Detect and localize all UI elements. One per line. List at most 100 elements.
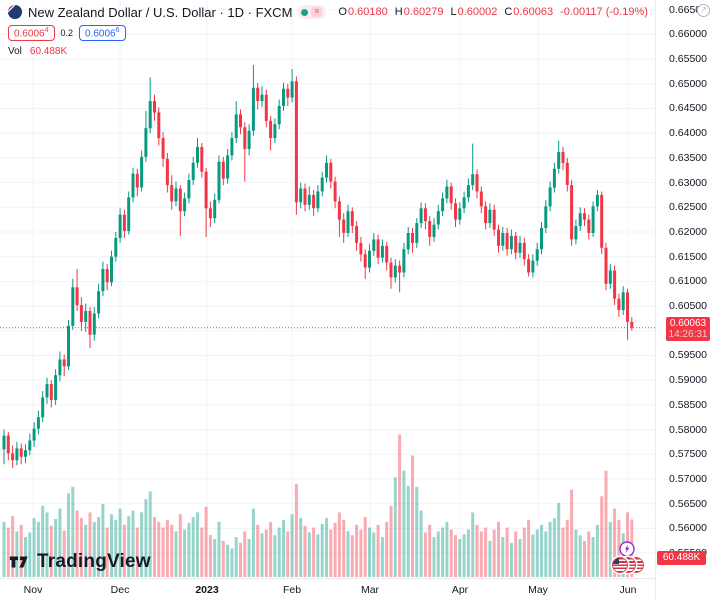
high-value: 0.60279 [403, 6, 444, 18]
candle-body [368, 250, 371, 268]
volume-bar [144, 499, 148, 577]
candle-body [527, 259, 531, 273]
volume-bar [243, 531, 247, 577]
candle-body [45, 384, 49, 398]
market-status-pill[interactable]: = [298, 5, 327, 19]
volume-bar [135, 527, 139, 577]
candle-body [428, 221, 432, 237]
volume-bar [28, 532, 32, 577]
buy-ask-button[interactable]: 0.60066 [79, 25, 126, 42]
volume-bar [475, 524, 479, 578]
volume-bar [574, 529, 578, 577]
current-price-badge: 0.60063 14:26:31 [666, 316, 710, 341]
volume-bar [140, 512, 144, 577]
volume-bar [595, 524, 599, 578]
candle-body [475, 174, 479, 192]
bid-price: 0.6006 [14, 28, 45, 40]
volume-bar [54, 519, 58, 577]
candle-body [518, 242, 522, 253]
candle-body [346, 211, 350, 233]
candle-body [11, 453, 15, 461]
candle-body [36, 417, 40, 429]
volume-bar [398, 434, 402, 577]
volume-bar [333, 522, 337, 577]
time-axis-label: Nov [23, 584, 43, 596]
price-axis[interactable]: ↗ 0.66500 0.66000 0.65500 0.65000 0.64500 0.6… [655, 0, 710, 578]
volume-bar [535, 529, 539, 577]
volume-bar [226, 544, 230, 577]
candlestick-chart-pane[interactable] [0, 0, 656, 578]
candle-body [587, 219, 591, 233]
volume-bar [518, 539, 522, 577]
volume-bar [380, 537, 384, 577]
volume-bar [393, 477, 397, 578]
candle-body [312, 194, 316, 209]
volume-bar [92, 521, 96, 577]
time-axis-label: May [528, 584, 548, 596]
volume-bar [122, 524, 126, 578]
equals-icon: = [311, 7, 323, 17]
candle-body [342, 219, 346, 233]
candle-body [497, 229, 500, 246]
candle-body [183, 198, 187, 212]
candle-body [604, 247, 608, 284]
candle-body [423, 208, 427, 222]
candle-body [337, 201, 341, 220]
economic-events-flags-icon[interactable] [612, 557, 645, 574]
volume-bar [316, 534, 320, 578]
candle-body [79, 305, 83, 322]
volume-bar [84, 524, 88, 578]
volume-bar [527, 520, 531, 577]
us-flag-icon [612, 557, 628, 573]
candle-body [630, 321, 634, 328]
volume-bar [583, 540, 586, 577]
candle-body [385, 245, 389, 263]
candle-body [505, 233, 509, 250]
candle-body [355, 226, 359, 243]
candle-body [127, 197, 131, 231]
candle-body [273, 124, 277, 139]
volume-bar [613, 508, 617, 577]
time-axis-label: Feb [282, 584, 302, 596]
chart-legend: New Zealand Dollar / U.S. Dollar · 1D · … [8, 4, 648, 57]
price-axis-label: 0.61000 [669, 275, 707, 288]
candle-body [290, 81, 294, 98]
candle-body [294, 81, 298, 203]
candle-body [561, 152, 565, 163]
candle-body [548, 187, 552, 207]
candle-body [234, 114, 238, 139]
price-scale-mode-icon[interactable]: ↗ [697, 4, 710, 17]
candle-body [398, 265, 402, 273]
candle-body [600, 194, 604, 248]
sell-bid-button[interactable]: 0.60064 [8, 25, 55, 42]
candle-body [393, 265, 397, 278]
vol-label[interactable]: Vol [8, 46, 22, 58]
volume-bar [350, 535, 354, 577]
price-axis-label: 0.62000 [669, 225, 707, 238]
symbol-title[interactable]: New Zealand Dollar / U.S. Dollar · 1D · … [28, 4, 293, 20]
high-label: H [394, 6, 403, 18]
volume-bar [509, 542, 513, 577]
candle-body [591, 206, 595, 233]
lightning-event-icon[interactable] [619, 541, 635, 562]
price-axis-label: 0.59000 [669, 374, 707, 387]
ask-price: 0.6006 [85, 28, 116, 40]
volume-bar [488, 540, 492, 577]
candle-body [54, 375, 58, 400]
volume-bar [294, 483, 298, 577]
volume-bar [454, 535, 457, 577]
tradingview-logo-icon [9, 556, 28, 568]
volume-bar [41, 505, 45, 578]
candle-body [333, 181, 337, 202]
volume-bar [88, 512, 92, 577]
volume-bar [484, 527, 488, 577]
candle-body [92, 313, 96, 335]
candle-body [436, 211, 440, 225]
volume-bar [372, 532, 376, 577]
candle-body [303, 188, 307, 205]
volume-bar [441, 527, 445, 577]
volume-bar [62, 530, 66, 577]
price-axis-label: 0.63000 [669, 176, 707, 189]
